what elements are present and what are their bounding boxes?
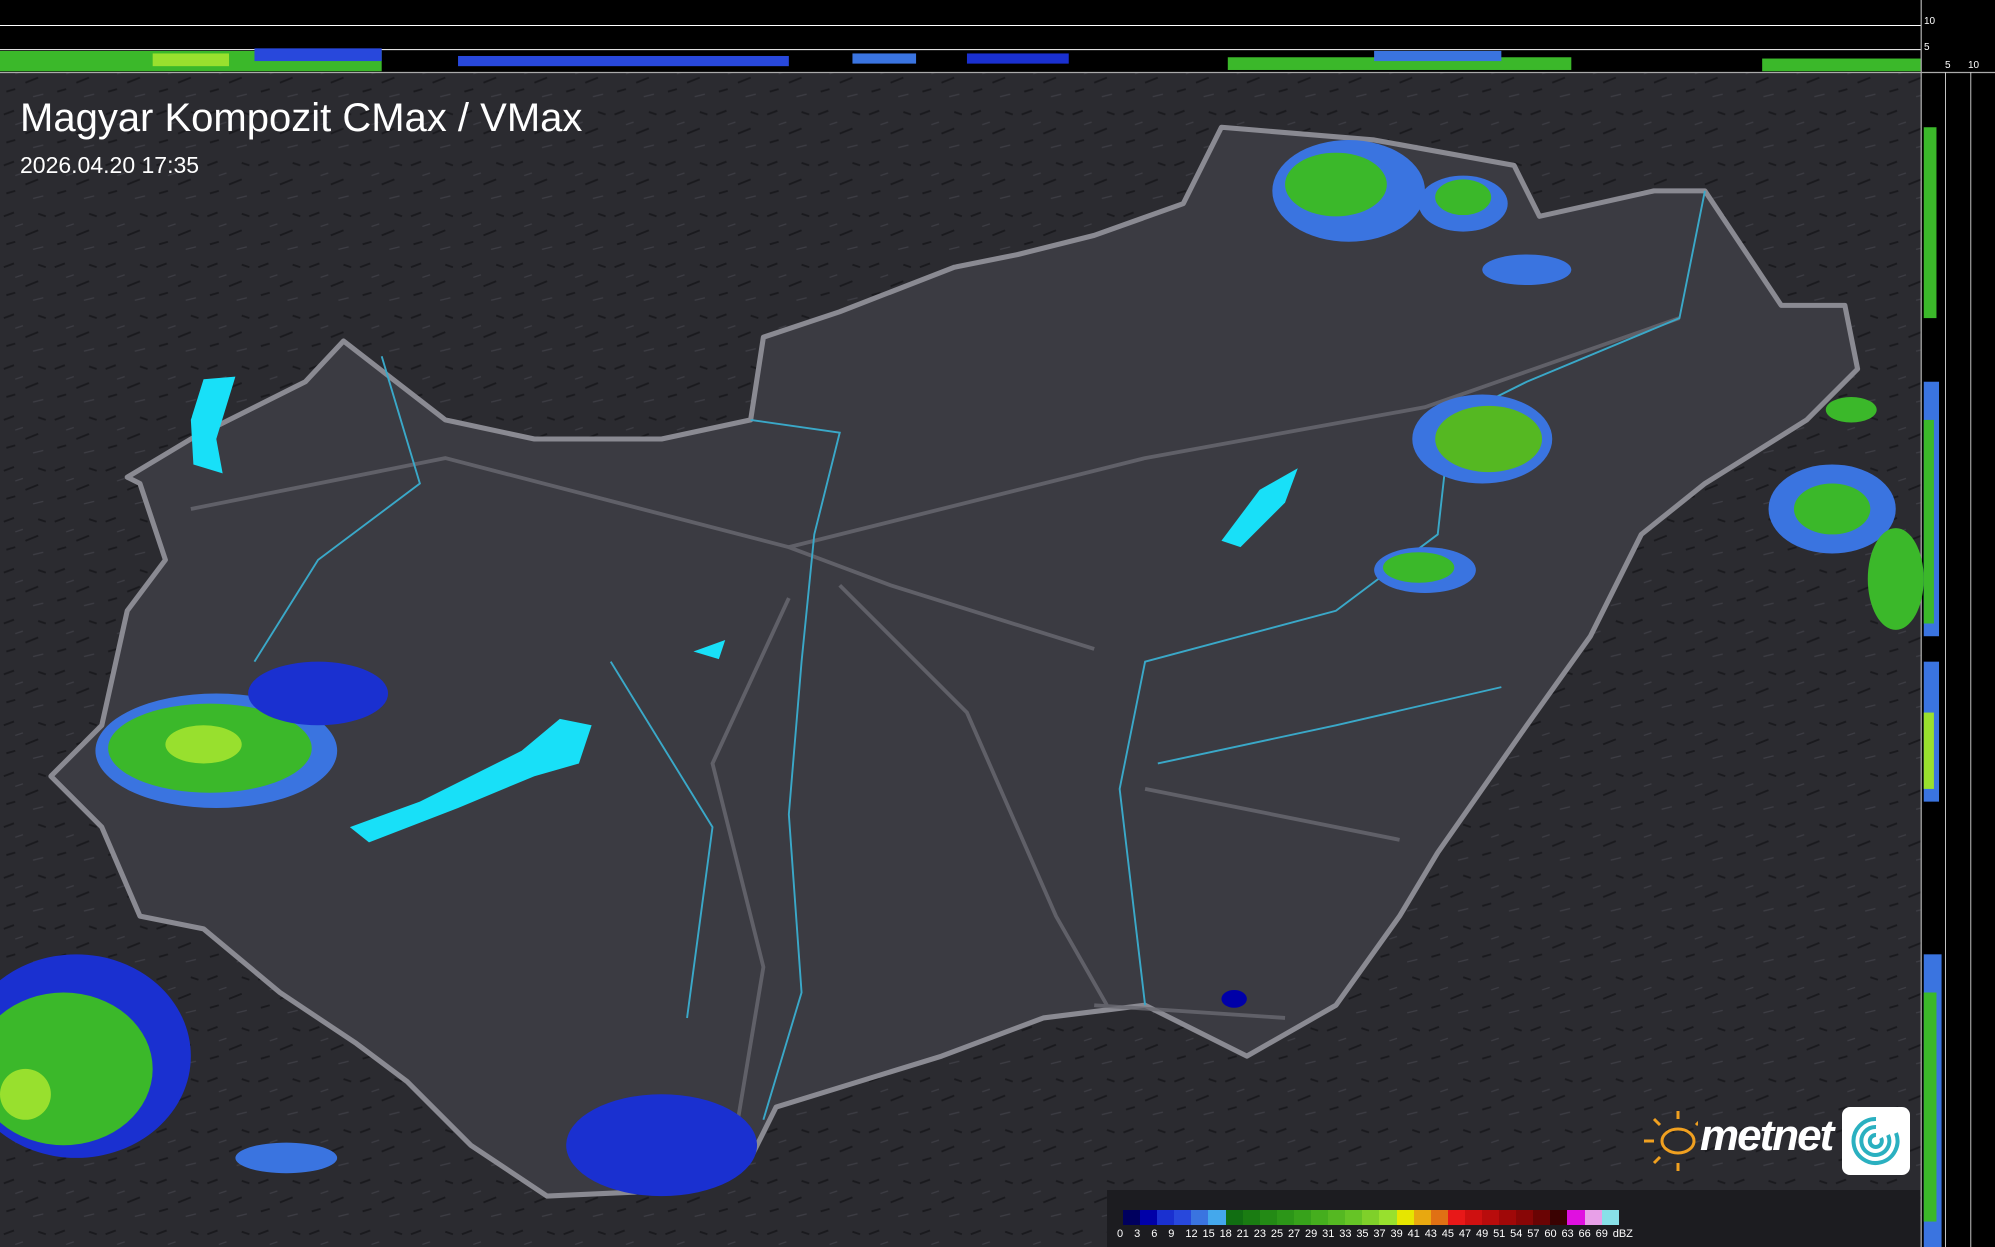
legend-label: 54: [1510, 1228, 1523, 1240]
legend-label: 49: [1475, 1228, 1489, 1240]
legend-label: 51: [1493, 1228, 1506, 1240]
legend-label: 37: [1373, 1228, 1386, 1240]
legend-label: 47: [1458, 1228, 1472, 1240]
legend-swatch: [1601, 1210, 1619, 1225]
legend-label: 23: [1253, 1228, 1266, 1240]
top-profile-echoes: [0, 48, 1922, 72]
legend-label: 18: [1219, 1228, 1232, 1240]
legend-swatch: [1311, 1210, 1329, 1225]
legend-swatch: [1328, 1210, 1346, 1225]
metnet-logo: metnet: [1638, 1105, 1910, 1177]
legend-label: 9: [1168, 1228, 1175, 1240]
lake-tisza: [1221, 468, 1298, 548]
right-profile-tick-5: 5: [1945, 60, 1951, 71]
legend-swatch: [1259, 1210, 1277, 1225]
lake-neusiedl: [190, 376, 236, 474]
radar-echoes: [0, 139, 1924, 1197]
legend-swatch: [1225, 1210, 1243, 1225]
legend-label: 35: [1356, 1228, 1369, 1240]
legend-swatch: [1140, 1210, 1158, 1225]
legend-label: 60: [1544, 1228, 1557, 1240]
legend-swatch: [1242, 1210, 1260, 1225]
legend-swatch: [1413, 1210, 1431, 1225]
legend-label: 41: [1407, 1228, 1420, 1240]
legend-label: 29: [1305, 1228, 1318, 1240]
legend-swatch: [1174, 1210, 1192, 1225]
map-title: Magyar Kompozit CMax / VMax: [20, 96, 583, 140]
legend-label: 43: [1424, 1228, 1437, 1240]
legend-label: 27: [1287, 1228, 1301, 1240]
legend-label: 25: [1270, 1228, 1284, 1240]
legend-label: 15: [1202, 1228, 1215, 1240]
legend-swatch: [1516, 1210, 1534, 1225]
legend-label: 39: [1390, 1228, 1403, 1240]
legend-label: 0: [1117, 1228, 1124, 1240]
legend-swatch: [1464, 1210, 1482, 1225]
top-profile-tick-5: 5: [1924, 42, 1930, 53]
legend-swatch: [1345, 1210, 1363, 1225]
legend-label: 6: [1151, 1228, 1158, 1240]
legend-swatch: [1362, 1210, 1380, 1225]
color-scale-labels: 0 3 6 9 12 15 18 21 23 25 27 29 31 33 35 37 39 41 43 45 47 49…: [1117, 1228, 1633, 1240]
legend-swatch: [1293, 1210, 1312, 1225]
legend-swatch: [1396, 1210, 1414, 1225]
legend-swatch: [1157, 1210, 1175, 1225]
sun-icon: [1644, 1111, 1704, 1171]
lake-balaton: [349, 718, 592, 843]
legend-label: 45: [1441, 1228, 1455, 1240]
legend-swatch: [1499, 1210, 1517, 1225]
legend-swatch: [1447, 1210, 1465, 1225]
legend-swatch: [1191, 1210, 1209, 1225]
legend-swatch: [1430, 1210, 1448, 1225]
legend-label: 66: [1578, 1228, 1591, 1240]
legend-swatch: [1123, 1210, 1141, 1225]
legend-swatch: [1584, 1210, 1602, 1225]
legend-label: 12: [1185, 1228, 1198, 1240]
color-scale-bar: [1123, 1210, 1619, 1225]
legend-unit: dBZ: [1612, 1228, 1633, 1240]
rivers: [253, 190, 1706, 1121]
right-profile-echoes: [1923, 127, 1942, 1247]
lake-velence: [693, 640, 726, 660]
top-profile-tick-10: 10: [1924, 16, 1936, 27]
legend-swatch: [1208, 1210, 1226, 1225]
omsz-logo-icon: [1842, 1107, 1910, 1175]
legend-label: 63: [1561, 1228, 1574, 1240]
legend-label: 69: [1595, 1228, 1608, 1240]
legend-swatch: [1550, 1210, 1568, 1225]
legend-label: 57: [1527, 1228, 1540, 1240]
legend-swatch: [1276, 1210, 1294, 1225]
legend-label: 3: [1134, 1228, 1141, 1240]
legend-label: 31: [1322, 1228, 1335, 1240]
color-scale-legend: 0 3 6 9 12 15 18 21 23 25 27 29 31 33 35 37 39 41 43 45 47 49…: [1107, 1190, 1920, 1247]
lakes: [190, 376, 1298, 843]
legend-swatch: [1567, 1210, 1585, 1225]
map-timestamp: 2026.04.20 17:35: [20, 152, 200, 178]
legend-swatch: [1481, 1210, 1500, 1225]
roads: [190, 316, 1681, 1121]
hungary-country-area: [48, 124, 1861, 1199]
right-profile-tick-10: 10: [1968, 60, 1980, 71]
legend-label: 33: [1339, 1228, 1352, 1240]
legend-swatch: [1379, 1210, 1397, 1225]
legend-swatch: [1533, 1210, 1551, 1225]
legend-label: 21: [1236, 1228, 1249, 1240]
